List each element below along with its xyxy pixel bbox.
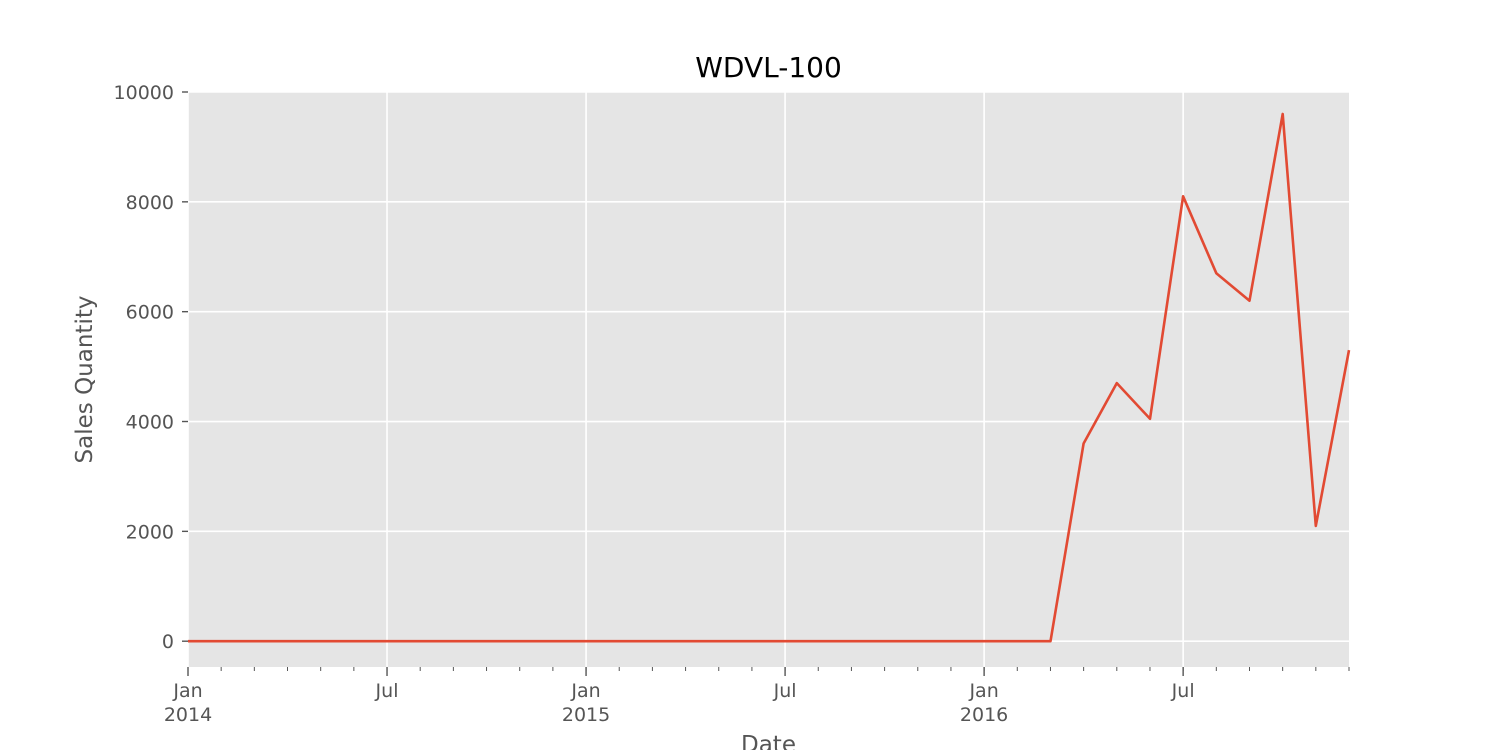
y-tick-label: 0: [162, 631, 174, 653]
x-tick-year-label: 2015: [562, 704, 610, 726]
y-tick-label: 4000: [126, 412, 174, 434]
x-tick-label: Jan: [968, 680, 998, 702]
y-tick-label: 10000: [114, 82, 174, 104]
x-axis-label: Date: [741, 732, 796, 750]
y-tick-label: 2000: [126, 521, 174, 543]
chart-title: WDVL-100: [695, 51, 842, 84]
x-tick-label: Jan: [172, 680, 202, 702]
x-tick-year-label: 2014: [164, 704, 212, 726]
grid-lines: [187, 91, 1349, 667]
x-tick-year-label: 2016: [960, 704, 1008, 726]
plot-area: [188, 92, 1349, 667]
x-tick-label: Jul: [773, 680, 797, 702]
x-tick-label: Jan: [570, 680, 600, 702]
x-tick-label: Jul: [375, 680, 399, 702]
series-layer: [188, 112, 1351, 643]
y-axis-label: Sales Quantity: [72, 296, 98, 464]
y-tick-label: 8000: [126, 192, 174, 214]
x-tick-label: Jul: [1171, 680, 1195, 702]
series-line: [188, 112, 1351, 643]
y-tick-label: 6000: [126, 302, 174, 324]
